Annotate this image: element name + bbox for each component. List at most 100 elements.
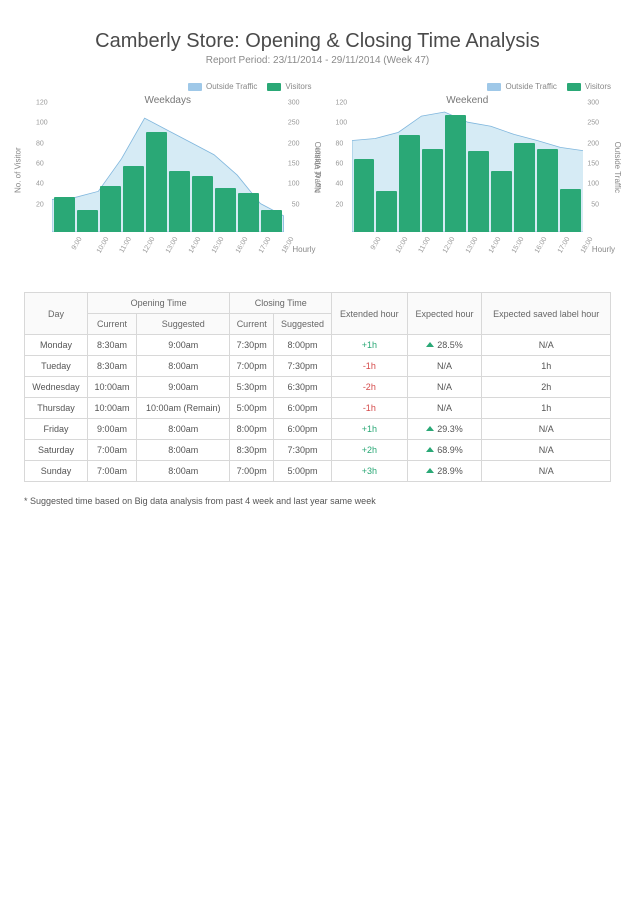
- bar: [537, 149, 558, 232]
- legend-label-visitors: Visitors: [285, 82, 311, 91]
- table-cell: 7:30pm: [230, 335, 274, 356]
- table-cell: 10:00am: [87, 398, 136, 419]
- table-cell: 8:30am: [87, 335, 136, 356]
- table-cell: 8:30pm: [230, 440, 274, 461]
- bar: [192, 176, 213, 232]
- chart-title-weekend: Weekend: [324, 95, 612, 106]
- table-cell: -1h: [332, 356, 407, 377]
- table-row: Tueday8:30am8:00am7:00pm7:30pm-1hN/A1h: [25, 356, 611, 377]
- table-cell: N/A: [407, 377, 482, 398]
- x-ticks-weekdays: 9:0010:0011:0012:0013:0014:0015:0016:001…: [52, 234, 284, 260]
- bar: [54, 197, 75, 232]
- footnote: * Suggested time based on Big data analy…: [24, 496, 611, 506]
- x-tick: 13:00: [464, 236, 479, 255]
- trend-up-icon: [426, 342, 434, 347]
- x-tick: 14:00: [488, 236, 503, 255]
- table-cell: 8:00am: [137, 356, 230, 377]
- trend-up-icon: [426, 468, 434, 473]
- x-tick: 16:00: [534, 236, 549, 255]
- bar: [100, 186, 121, 232]
- x-tick: 15:00: [211, 236, 226, 255]
- table-cell: 7:00pm: [230, 356, 274, 377]
- table-cell: 10:00am: [87, 377, 136, 398]
- th-opening-suggested: Suggested: [137, 314, 230, 335]
- x-label: Hourly: [592, 245, 615, 254]
- bar: [445, 115, 466, 232]
- table-cell: 6:30pm: [273, 377, 331, 398]
- th-day: Day: [25, 293, 88, 335]
- y-tick-left: 40: [336, 181, 350, 188]
- table-cell: 9:00am: [87, 419, 136, 440]
- y-tick-right: 200: [585, 140, 599, 147]
- table-cell: 1h: [482, 398, 611, 419]
- y-tick-left: 60: [336, 161, 350, 168]
- table-cell: 1h: [482, 356, 611, 377]
- table-cell: 9:00am: [137, 377, 230, 398]
- expected-value: 28.5%: [437, 340, 463, 350]
- plot-weekdays: [52, 110, 284, 232]
- x-tick: 13:00: [165, 236, 180, 255]
- table-cell: Tueday: [25, 356, 88, 377]
- table-cell: +1h: [332, 419, 407, 440]
- trend-up-icon: [426, 426, 434, 431]
- bar: [146, 132, 167, 232]
- y-tick-right: 250: [585, 120, 599, 127]
- y-tick-right: 50: [286, 201, 300, 208]
- y-tick-right: 150: [585, 161, 599, 168]
- legend-swatch-visitors: [567, 83, 581, 91]
- y-tick-left: 120: [36, 100, 50, 107]
- x-tick: 9:00: [370, 236, 383, 251]
- table-cell: 8:00am: [137, 461, 230, 482]
- y-tick-left: 60: [36, 161, 50, 168]
- table-cell: 7:00pm: [230, 461, 274, 482]
- bar: [491, 171, 512, 232]
- table-cell: +2h: [332, 440, 407, 461]
- legend-swatch-visitors: [267, 83, 281, 91]
- table-cell: 8:00pm: [230, 419, 274, 440]
- bar: [123, 166, 144, 232]
- legend-visitors: Visitors: [567, 82, 611, 91]
- legend-swatch-outside: [188, 83, 202, 91]
- x-tick: 16:00: [234, 236, 249, 255]
- table-cell: 7:00am: [87, 440, 136, 461]
- table-body: Monday8:30am9:00am7:30pm8:00pm+1h28.5%N/…: [25, 335, 611, 482]
- y-tick-left: 120: [336, 100, 350, 107]
- table-row: Friday9:00am8:00am8:00pm6:00pm+1h29.3%N/…: [25, 419, 611, 440]
- table-cell: N/A: [482, 419, 611, 440]
- chart-weekdays: Outside Traffic Visitors Weekdays No. of…: [24, 82, 312, 260]
- y-tick-right: 300: [286, 100, 300, 107]
- x-label: Hourly: [292, 245, 315, 254]
- chart-legend: Outside Traffic Visitors: [24, 82, 312, 91]
- expected-value: 28.9%: [437, 466, 463, 476]
- x-tick: 12:00: [142, 236, 157, 255]
- table-cell: 68.9%: [407, 440, 482, 461]
- y-tick-left: 40: [36, 181, 50, 188]
- table-cell: 8:00am: [137, 419, 230, 440]
- y-tick-right: 100: [585, 181, 599, 188]
- table-cell: 28.5%: [407, 335, 482, 356]
- table-row: Monday8:30am9:00am7:30pm8:00pm+1h28.5%N/…: [25, 335, 611, 356]
- bar: [169, 171, 190, 232]
- th-closing-current: Current: [230, 314, 274, 335]
- table-cell: 5:30pm: [230, 377, 274, 398]
- table-cell: Sunday: [25, 461, 88, 482]
- table-cell: 9:00am: [137, 335, 230, 356]
- table-cell: N/A: [407, 356, 482, 377]
- y-ticks-right: 50100150200250300: [286, 110, 300, 232]
- table-cell: Thursday: [25, 398, 88, 419]
- chart-box-weekdays: No. of Visitor Outside Traffic 204060801…: [24, 110, 312, 260]
- y-tick-left: 20: [36, 201, 50, 208]
- x-tick: 12:00: [441, 236, 456, 255]
- th-extended: Extended hour: [332, 293, 407, 335]
- y-tick-left: 100: [36, 120, 50, 127]
- trend-up-icon: [426, 447, 434, 452]
- table-cell: N/A: [482, 461, 611, 482]
- table-cell: 5:00pm: [273, 461, 331, 482]
- expected-value: 29.3%: [437, 424, 463, 434]
- table-cell: -1h: [332, 398, 407, 419]
- expected-value: 68.9%: [437, 445, 463, 455]
- bar: [376, 191, 397, 232]
- table-row: Thursday10:00am10:00am (Remain)5:00pm6:0…: [25, 398, 611, 419]
- y-ticks-left: 20406080100120: [36, 110, 50, 232]
- chart-box-weekend: No. of Visitor Outside Traffic 204060801…: [324, 110, 612, 260]
